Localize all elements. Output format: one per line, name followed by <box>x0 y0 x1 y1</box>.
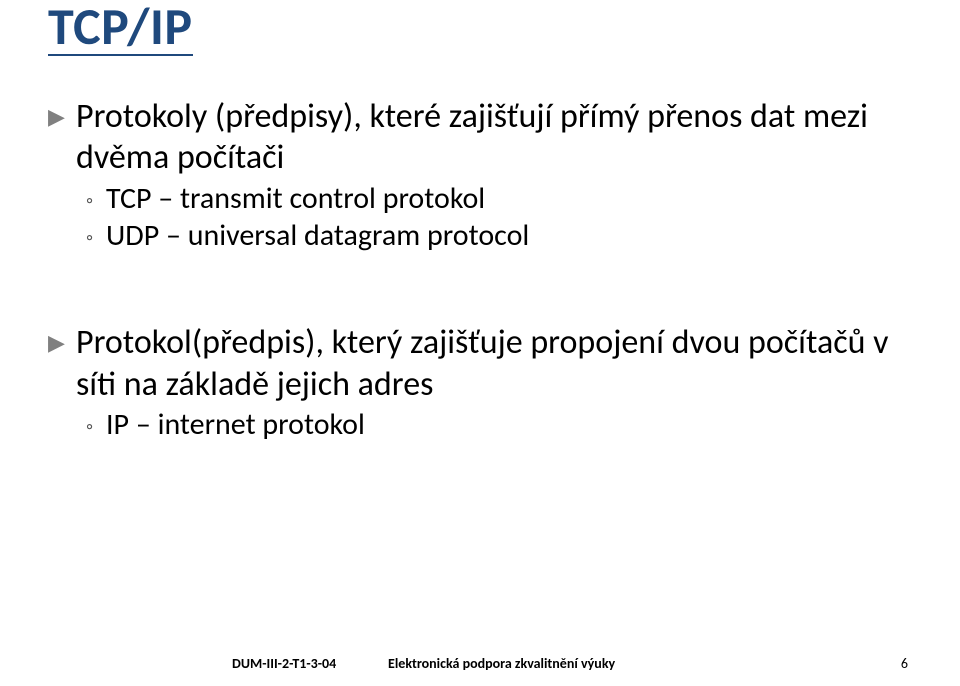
footer-text: Elektronická podpora zkvalitnění výuky <box>388 655 615 672</box>
page-number: 6 <box>901 655 908 672</box>
bullet-level1: ▶ Protokol(předpis), který zajišťuje pro… <box>48 322 912 405</box>
bullet-text: UDP – universal datagram protocol <box>106 218 912 255</box>
bullet-text: Protokoly (předpisy), které zajišťují př… <box>76 96 912 179</box>
bullet-text: TCP – transmit control protokol <box>106 181 912 218</box>
page-title: TCP/IP <box>48 0 193 56</box>
bullet-text: IP – internet protokol <box>106 407 912 444</box>
bullet-level2: ◦ TCP – transmit control protokol <box>86 181 912 218</box>
circle-icon: ◦ <box>86 181 106 218</box>
spacer <box>48 254 912 322</box>
triangle-icon: ▶ <box>48 96 76 179</box>
triangle-icon: ▶ <box>48 322 76 405</box>
body-content: ▶ Protokoly (předpisy), které zajišťují … <box>48 96 912 444</box>
slide: TCP/IP ▶ Protokoly (předpisy), které zaj… <box>0 0 960 686</box>
footer-code: DUM-III-2-T1-3-04 <box>232 655 336 672</box>
bullet-level2: ◦ IP – internet protokol <box>86 407 912 444</box>
bullet-level2: ◦ UDP – universal datagram protocol <box>86 218 912 255</box>
bullet-text: Protokol(předpis), který zajišťuje propo… <box>76 322 912 405</box>
bullet-level1: ▶ Protokoly (předpisy), které zajišťují … <box>48 96 912 179</box>
circle-icon: ◦ <box>86 407 106 444</box>
circle-icon: ◦ <box>86 218 106 255</box>
